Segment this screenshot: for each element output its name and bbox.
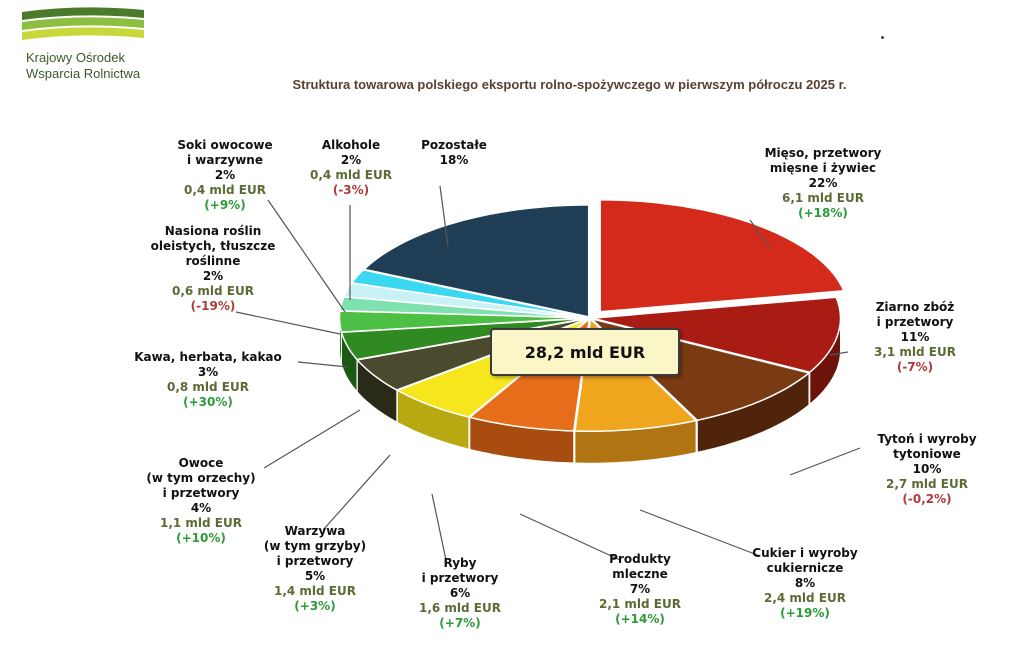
slice-name: Owoce (w tym orzechy) i przetwory	[146, 456, 256, 500]
leader-line-6	[322, 454, 391, 531]
leader-line-0	[749, 219, 771, 249]
slice-percent: 8%	[794, 576, 816, 590]
slice-value: 0,4 mld EUR	[183, 183, 266, 197]
slice-0	[599, 199, 845, 313]
slice-label-2: Tytoń i wyroby tytoniowe 10% 2,7 mld EUR (-…	[862, 432, 992, 507]
slice-change: (+30%)	[183, 395, 233, 409]
leader-line-5	[431, 493, 447, 561]
slice-label-8: Kawa, herbata, kakao 3% 0,8 mld EUR (+30%)	[118, 350, 298, 410]
slice-name: Pozostałe	[421, 138, 487, 152]
slice-label-0: Mięso, przetwory mięsne i żywiec 22% 6,1 m…	[748, 146, 898, 221]
slice-percent: 5%	[304, 569, 326, 583]
leader-lines	[235, 185, 861, 561]
slice-8	[338, 310, 588, 333]
slice-percent: 6%	[449, 586, 471, 600]
slice-name: Ryby i przetwory	[421, 556, 499, 585]
slice-value: 1,1 mld EUR	[159, 516, 242, 530]
logo-wave-icon	[22, 7, 144, 40]
stray-dot	[881, 36, 884, 39]
leader-line-3	[639, 509, 761, 557]
slice-percent: 7%	[629, 582, 651, 596]
slice-change: (+18%)	[798, 206, 848, 220]
leader-line-7	[263, 409, 361, 469]
slice-label-5: Ryby i przetwory 6% 1,6 mld EUR (+7%)	[410, 556, 510, 631]
slice-value: 2,1 mld EUR	[598, 597, 681, 611]
slice-label-6: Warzywa (w tym grzyby) i przetwory 5% 1,4 …	[245, 524, 385, 614]
leader-line-12	[439, 185, 449, 247]
slice-change: (-7%)	[896, 360, 934, 374]
slice-name: Mięso, przetwory mięsne i żywiec	[764, 146, 882, 175]
slice-value: 0,4 mld EUR	[309, 168, 392, 182]
leader-line-9	[235, 311, 341, 335]
slice-percent: 18%	[439, 153, 469, 167]
slice-percent: 2%	[214, 168, 236, 182]
slice-change: (+9%)	[204, 198, 246, 212]
slice-change: (-19%)	[190, 299, 236, 313]
slice-label-1: Ziarno zbóż i przetwory 11% 3,1 mld EUR (-7…	[850, 300, 980, 375]
leader-line-4	[519, 513, 621, 561]
slice-change: (+19%)	[780, 606, 830, 620]
slice-label-3: Cukier i wyroby cukiernicze 8% 2,4 mld EUR…	[730, 546, 880, 621]
slice-value: 6,1 mld EUR	[781, 191, 864, 205]
slice-name: Kawa, herbata, kakao	[134, 350, 282, 364]
leader-line-1	[829, 351, 849, 356]
logo-line-2: Wsparcia Rolnictwa	[26, 66, 141, 81]
slice-name: Produkty mleczne	[609, 552, 671, 581]
slice-name: Warzywa (w tym grzyby) i przetwory	[263, 524, 367, 568]
slice-value: 1,4 mld EUR	[273, 584, 356, 598]
slice-value: 0,6 mld EUR	[171, 284, 254, 298]
slice-label-10: Soki owocowe i warzywne 2% 0,4 mld EUR (+9%…	[160, 138, 290, 213]
slice-percent: 3%	[197, 365, 219, 379]
slice-change: (+14%)	[615, 612, 665, 626]
slice-name: Ziarno zbóż i przetwory	[875, 300, 955, 329]
slice-change: (-3%)	[332, 183, 370, 197]
slice-name: Tytoń i wyroby tytoniowe	[877, 432, 977, 461]
leader-line-2	[789, 447, 861, 476]
chart-title: Struktura towarowa polskiego eksportu ro…	[292, 77, 847, 92]
slice-label-7: Owoce (w tym orzechy) i przetwory 4% 1,1 m…	[126, 456, 276, 546]
slice-percent: 10%	[912, 462, 942, 476]
slice-name: Alkohole	[321, 138, 381, 152]
total-box: 28,2 mld EUR	[490, 328, 680, 376]
slice-percent: 11%	[900, 330, 930, 344]
slice-10	[342, 282, 588, 319]
slice-percent: 22%	[808, 176, 838, 190]
slice-change: (+7%)	[439, 616, 481, 630]
slice-value: 3,1 mld EUR	[873, 345, 956, 359]
slice-12	[362, 204, 590, 318]
logo-line-1: Krajowy Ośrodek	[26, 50, 125, 65]
slice-value: 2,4 mld EUR	[763, 591, 846, 605]
slice-value: 2,7 mld EUR	[885, 477, 968, 491]
leader-line-10	[267, 199, 346, 313]
slice-label-4: Produkty mleczne 7% 2,1 mld EUR (+14%)	[580, 552, 700, 627]
slice-value: 0,8 mld EUR	[166, 380, 249, 394]
slice-value: 1,6 mld EUR	[418, 601, 501, 615]
slice-change: (+3%)	[294, 599, 336, 613]
slice-label-9: Nasiona roślin oleistych, tłuszcze rośli…	[118, 224, 308, 314]
slice-9	[339, 296, 588, 319]
slice-11	[350, 269, 588, 319]
slice-change: (-0,2%)	[902, 492, 952, 506]
slice-name: Cukier i wyroby cukiernicze	[752, 546, 858, 575]
slice-percent: 4%	[190, 501, 212, 515]
logo-text: Krajowy Ośrodek Wsparcia Rolnictwa	[26, 50, 140, 82]
slice-percent: 2%	[340, 153, 362, 167]
slice-percent: 2%	[202, 269, 224, 283]
kowr-logo: Krajowy Ośrodek Wsparcia Rolnictwa	[22, 6, 162, 82]
slice-name: Soki owocowe i warzywne	[177, 138, 273, 167]
slice-name: Nasiona roślin oleistych, tłuszcze rośli…	[150, 224, 276, 268]
slice-1	[592, 296, 842, 374]
slice-label-11: Alkohole 2% 0,4 mld EUR (-3%)	[296, 138, 406, 198]
slice-change: (+10%)	[176, 531, 226, 545]
leader-line-8	[297, 361, 349, 368]
slice-label-12: Pozostałe 18%	[404, 138, 504, 168]
